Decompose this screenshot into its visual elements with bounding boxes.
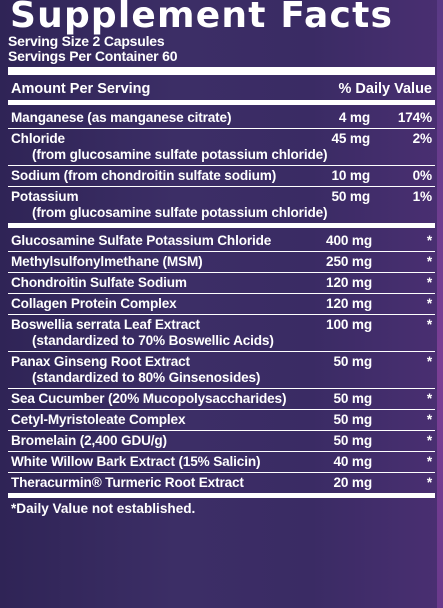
ingredient-source: (standardized to 70% Boswellic Acids) [32,333,274,348]
ingredient-name: Methylsulfonylmethane (MSM) [11,254,203,269]
amount-per-serving: 100 mg [326,317,372,332]
ingredient-name: Potassium [11,189,79,204]
table-row: Collagen Protein Complex 120 mg * [8,294,435,315]
table-row: Chloride (from glucosamine sulfate potass… [8,129,435,166]
table-row: Sea Cucumber (20% Mucopolysaccharides) 50… [8,389,435,410]
amount-per-serving: 10 mg [331,168,370,183]
table-row: Boswellia serrata Leaf Extract (standardi… [8,315,435,352]
daily-value: * [426,275,432,290]
servings-per-container: Servings Per Container 60 [8,48,178,64]
amount-per-serving: 20 mg [333,475,372,490]
daily-value: * [426,412,432,427]
ingredient-name: White Willow Bark Extract (15% Salicin) [11,454,261,469]
ingredient-name: Bromelain (2,400 GDU/g) [11,433,167,448]
ingredient-name: Sodium (from chondroitin sulfate sodium) [11,168,277,183]
header-divider [8,100,435,105]
amount-per-serving: 120 mg [326,275,372,290]
daily-value: * [426,475,432,490]
nutrient-section: Manganese (as manganese citrate) 4 mg 174%… [8,108,435,223]
table-row: Methylsulfonylmethane (MSM) 250 mg * [8,252,435,273]
daily-value: 2% [412,131,433,146]
section-divider [8,223,435,228]
ingredient-name: Panax Ginseng Root Extract [11,354,190,369]
daily-value: * [426,317,432,332]
thick-divider [8,67,435,75]
ingredient-name: Sea Cucumber (20% Mucopolysaccharides) [11,391,287,406]
label-edge [437,0,443,608]
ingredient-source: (standardized to 80% Ginsenosides) [32,370,261,385]
daily-value: 0% [412,168,433,183]
footnote: *Daily Value not established. [11,501,196,516]
daily-value: * [426,454,432,469]
column-header: Amount Per Serving % Daily Value [8,81,435,98]
ingredient-name: Manganese (as manganese citrate) [11,110,232,125]
amount-per-serving: 50 mg [333,433,372,448]
table-row: Glucosamine Sulfate Potassium Chloride 40… [8,231,435,252]
ingredient-name: Cetyl-Myristoleate Complex [11,412,186,427]
footer-divider [8,493,435,498]
ingredient-name: Theracurmin® Turmeric Root Extract [11,475,244,490]
daily-value: * [426,391,432,406]
table-row: White Willow Bark Extract (15% Salicin) 4… [8,452,435,473]
amount-per-serving: 400 mg [326,233,372,248]
table-row: Cetyl-Myristoleate Complex 50 mg * [8,410,435,431]
ingredient-source: (from glucosamine sulfate potassium chlo… [32,205,328,220]
table-row: Theracurmin® Turmeric Root Extract 20 mg * [8,473,435,493]
amount-per-serving: 4 mg [338,110,370,125]
table-row: Manganese (as manganese citrate) 4 mg 174% [8,108,435,129]
ingredient-section: Glucosamine Sulfate Potassium Chloride 40… [8,231,435,493]
ingredient-name: Glucosamine Sulfate Potassium Chloride [11,233,272,248]
daily-value: * [426,433,432,448]
amount-per-serving: 50 mg [333,354,372,369]
amount-per-serving: 50 mg [333,412,372,427]
daily-value: * [426,233,432,248]
amount-per-serving: 40 mg [333,454,372,469]
daily-value: * [426,254,432,269]
table-row: Sodium (from chondroitin sulfate sodium)… [8,166,435,187]
ingredient-name: Chondroitin Sulfate Sodium [11,275,187,290]
daily-value: 1% [412,189,433,204]
panel-title: Supplement Facts [10,0,394,36]
amount-per-serving-label: Amount Per Serving [11,81,151,97]
amount-per-serving: 250 mg [326,254,372,269]
table-row: Potassium (from glucosamine sulfate potas… [8,187,435,223]
daily-value: * [426,354,432,369]
table-row: Panax Ginseng Root Extract (standardized … [8,352,435,389]
amount-per-serving: 120 mg [326,296,372,311]
serving-size: Serving Size 2 Capsules [8,33,165,49]
table-row: Bromelain (2,400 GDU/g) 50 mg * [8,431,435,452]
amount-per-serving: 50 mg [333,391,372,406]
ingredient-source: (from glucosamine sulfate potassium chlo… [32,147,328,162]
amount-per-serving: 45 mg [331,131,370,146]
table-row: Chondroitin Sulfate Sodium 120 mg * [8,273,435,294]
daily-value: 174% [397,110,432,125]
daily-value-label: % Daily Value [338,81,433,97]
ingredient-name: Collagen Protein Complex [11,296,177,311]
ingredient-name: Chloride [11,131,65,146]
ingredient-name: Boswellia serrata Leaf Extract [11,317,200,332]
daily-value: * [426,296,432,311]
amount-per-serving: 50 mg [331,189,370,204]
